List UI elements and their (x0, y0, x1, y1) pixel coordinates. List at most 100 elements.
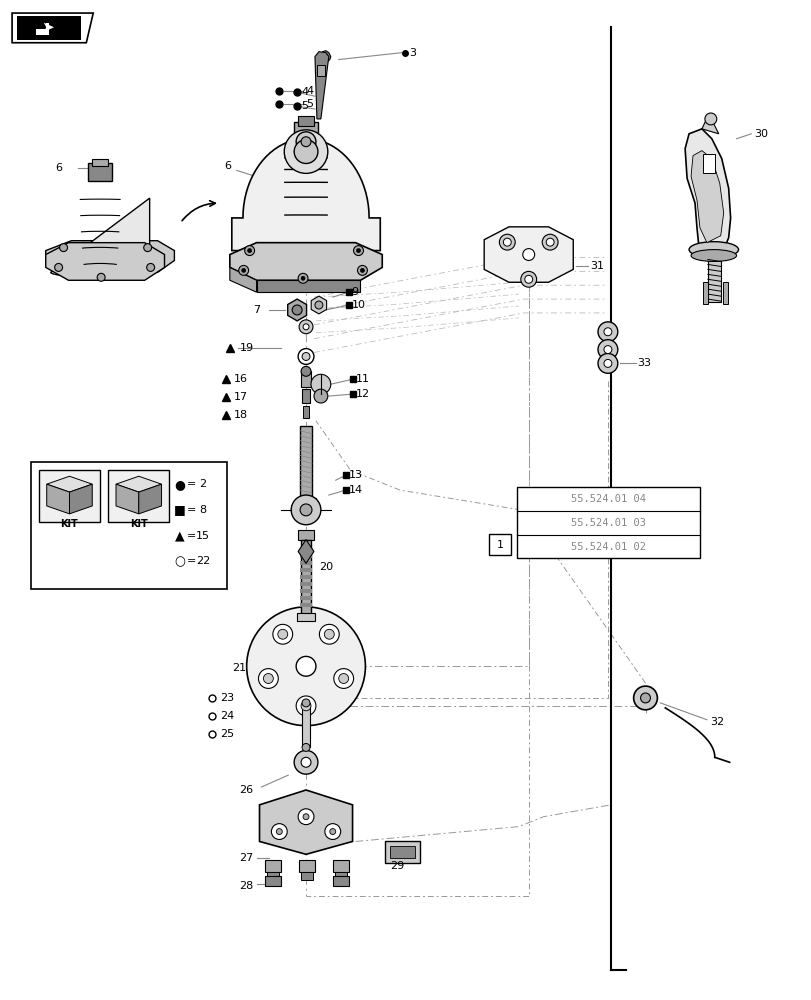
Bar (488, 534, 510, 555)
Bar (301, 540, 311, 614)
Circle shape (144, 244, 152, 252)
Text: 32: 32 (709, 717, 723, 727)
Circle shape (244, 246, 255, 256)
Circle shape (291, 495, 320, 525)
Polygon shape (116, 476, 161, 492)
Circle shape (284, 130, 328, 173)
Ellipse shape (689, 242, 738, 258)
Circle shape (238, 265, 248, 275)
Bar (298, 530, 314, 540)
Polygon shape (256, 280, 360, 292)
Bar (722, 282, 727, 304)
Bar (39, 470, 100, 522)
Circle shape (301, 366, 311, 376)
Circle shape (296, 132, 315, 152)
Circle shape (294, 140, 318, 163)
Text: ○: ○ (174, 555, 185, 568)
Circle shape (271, 824, 287, 839)
Text: 13: 13 (348, 470, 363, 480)
Text: 20: 20 (319, 562, 333, 572)
Polygon shape (47, 484, 70, 514)
Bar (300, 554, 311, 558)
Polygon shape (483, 227, 573, 282)
Polygon shape (690, 151, 723, 243)
Bar (298, 116, 314, 126)
Circle shape (603, 359, 611, 367)
Text: 8: 8 (200, 505, 207, 515)
Circle shape (324, 824, 341, 839)
Circle shape (356, 249, 360, 253)
Bar (300, 568, 311, 572)
Text: 27: 27 (239, 853, 253, 863)
Polygon shape (230, 243, 382, 280)
Polygon shape (315, 52, 328, 119)
Bar (294, 122, 318, 138)
Circle shape (302, 699, 310, 707)
Circle shape (353, 246, 363, 256)
Bar (296, 498, 315, 504)
Text: 9: 9 (351, 287, 358, 297)
Text: 6: 6 (224, 161, 230, 171)
Circle shape (633, 686, 657, 710)
Circle shape (247, 607, 365, 726)
Circle shape (333, 669, 353, 688)
Text: 25: 25 (220, 729, 234, 739)
Circle shape (247, 249, 251, 253)
Text: 55.524.01 03: 55.524.01 03 (570, 518, 645, 528)
Text: ▲: ▲ (174, 529, 184, 542)
Text: 4: 4 (301, 87, 308, 97)
Circle shape (301, 757, 311, 767)
Text: 4: 4 (306, 86, 313, 96)
Circle shape (59, 244, 67, 252)
Bar (265, 876, 281, 886)
Bar (303, 406, 309, 418)
Circle shape (298, 349, 314, 364)
Text: 5: 5 (301, 101, 307, 111)
Circle shape (603, 328, 611, 336)
Text: 21: 21 (232, 663, 247, 673)
Bar (702, 154, 714, 173)
Circle shape (704, 113, 716, 125)
Circle shape (292, 305, 302, 315)
Circle shape (296, 696, 315, 716)
Bar (300, 589, 311, 593)
Polygon shape (12, 13, 93, 43)
Text: 24: 24 (220, 711, 234, 721)
Circle shape (329, 829, 335, 835)
Circle shape (301, 276, 305, 280)
Circle shape (276, 829, 282, 835)
Polygon shape (45, 243, 165, 280)
Polygon shape (298, 540, 314, 563)
Text: 5: 5 (306, 99, 313, 109)
Bar (389, 846, 414, 858)
Circle shape (546, 238, 553, 246)
Polygon shape (70, 484, 92, 514)
Text: =: = (187, 479, 195, 489)
Circle shape (597, 322, 617, 342)
Circle shape (54, 263, 62, 271)
Circle shape (542, 234, 557, 250)
Circle shape (301, 137, 311, 147)
Circle shape (258, 669, 278, 688)
Text: 3: 3 (409, 48, 415, 58)
Polygon shape (311, 296, 326, 314)
Circle shape (314, 389, 328, 403)
Circle shape (360, 268, 364, 272)
Bar (300, 426, 311, 500)
Circle shape (603, 346, 611, 354)
Bar (302, 389, 310, 403)
Circle shape (503, 238, 511, 246)
Circle shape (296, 656, 315, 676)
Text: 10: 10 (351, 300, 365, 310)
Text: =: = (187, 505, 195, 515)
Text: 33: 33 (637, 358, 650, 368)
Text: 55.524.01 02: 55.524.01 02 (570, 542, 645, 552)
Bar (316, 65, 324, 76)
Bar (333, 860, 348, 872)
Circle shape (324, 629, 334, 639)
Circle shape (597, 354, 617, 373)
Ellipse shape (690, 250, 736, 261)
Bar (300, 603, 311, 607)
Text: 16: 16 (234, 374, 247, 384)
Circle shape (300, 504, 311, 516)
